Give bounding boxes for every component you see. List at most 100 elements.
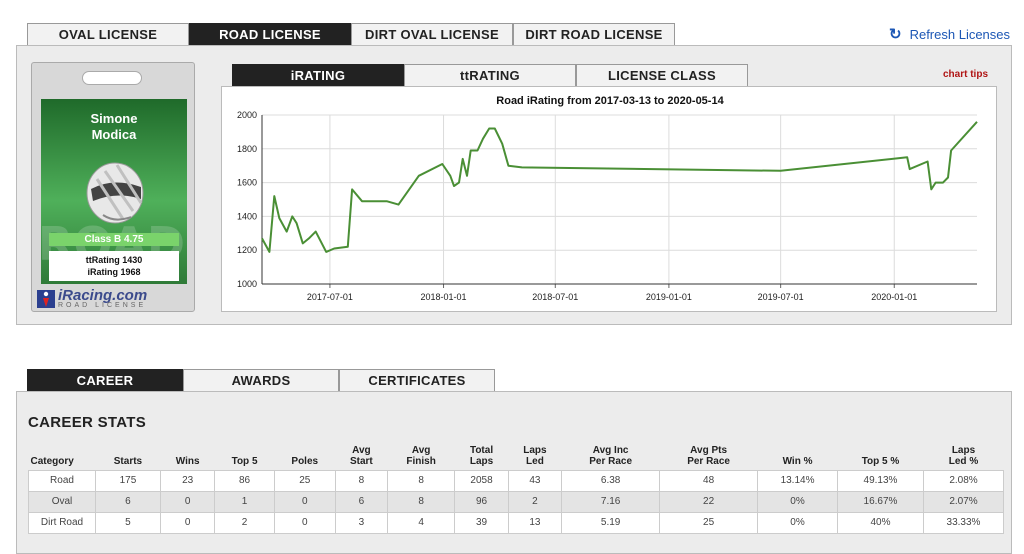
license-tabs: OVAL LICENSE ROAD LICENSE DIRT OVAL LICE… [27, 23, 675, 45]
tab-irating[interactable]: iRATING [232, 64, 404, 86]
table-cell: 6.38 [561, 469, 661, 492]
career-panel: CAREER STATS Category Starts Wins Top 5 Pole… [16, 391, 1012, 554]
table-cell: 7.16 [561, 490, 661, 513]
table-header-row: Category Starts Wins Top 5 Poles Avg Start Avg F… [29, 442, 1004, 470]
x-tick-label: 2017-07-01 [307, 292, 353, 302]
table-cell: 0 [159, 511, 216, 534]
card-ratings: ttRating 1430 iRating 1968 [49, 251, 179, 281]
column-header: Avg Start [349, 444, 373, 467]
table-cell: 2.08% [923, 469, 1004, 492]
column-header: Laps Led % [948, 444, 979, 467]
tab-certificates[interactable]: CERTIFICATES [339, 369, 495, 391]
column-header: Total Laps [469, 444, 494, 467]
table-cell: 13.14% [757, 469, 838, 492]
table-cell: 2.07% [923, 490, 1004, 513]
license-class-bar: Class B 4.75 [49, 233, 179, 246]
career-stats-title: CAREER STATS [28, 414, 147, 431]
table-cell: 25 [273, 469, 336, 492]
table-cell: 6 [334, 490, 388, 513]
x-tick-label: 2019-01-01 [646, 292, 692, 302]
table-cell: 8 [386, 490, 456, 513]
table-cell: 39 [454, 511, 509, 534]
tab-career[interactable]: CAREER [27, 369, 183, 391]
table-cell: Dirt Road [28, 511, 96, 534]
tab-dirt-oval-license[interactable]: DIRT OVAL LICENSE [351, 23, 513, 45]
table-cell: 1 [214, 490, 275, 513]
card-face: ROAD Simone Modica Class B 4.75 ttRating… [38, 99, 187, 284]
column-header: Win % [782, 455, 813, 467]
table-cell: 2 [507, 490, 563, 513]
table-cell: 16.67% [836, 490, 925, 513]
card-slot [82, 71, 142, 85]
tab-ttrating[interactable]: ttRATING [404, 64, 576, 86]
tab-awards[interactable]: AWARDS [183, 369, 339, 391]
table-cell: 96 [454, 490, 509, 513]
table-row: Dirt Road 5 0 2 0 3 4 39 13 5.19 25 0% 40% 33.33% [28, 511, 1004, 534]
driver-last-name: Modica [91, 127, 137, 142]
table-cell: 22 [659, 490, 759, 513]
table-cell: 175 [95, 469, 161, 492]
x-tick-label: 2020-01-01 [871, 292, 917, 302]
table-cell: 0 [159, 490, 216, 513]
tab-road-license[interactable]: ROAD LICENSE [189, 23, 351, 45]
column-header: Starts [113, 455, 143, 467]
logo-text: iRacing.com [58, 286, 148, 304]
license-card: ROAD Simone Modica Class B 4.75 ttRating… [31, 62, 195, 312]
i-rating-text: iRating 1968 [87, 267, 141, 277]
table-row: Oval 6 0 1 0 6 8 96 2 7.16 22 0% 16.67% 2.07% [28, 490, 1004, 513]
driver-first-name: Simone [90, 111, 138, 126]
table-cell: 8 [386, 469, 456, 492]
table-cell: 43 [507, 469, 563, 492]
table-cell: Road [28, 469, 96, 492]
table-cell: 2058 [454, 469, 509, 492]
column-header: Laps Led [523, 444, 547, 467]
table-cell: 5 [95, 511, 161, 534]
x-tick-label: 2019-07-01 [758, 292, 804, 302]
irating-chart: Road iRating from 2017-03-13 to 2020-05-… [221, 86, 997, 312]
column-header: Top 5 % [861, 455, 900, 467]
refresh-label: Refresh Licenses [909, 27, 1011, 42]
y-tick-label: 1200 [237, 245, 257, 255]
table-cell: 5.19 [561, 511, 661, 534]
logo-subtext: ROAD LICENSE [58, 301, 147, 309]
career-tabs: CAREER AWARDS CERTIFICATES [27, 369, 495, 391]
table-row: Road 175 23 86 25 8 8 2058 43 6.38 48 13.14% 49.13% 2… [28, 469, 1004, 492]
table-cell: 0% [757, 511, 838, 534]
table-cell: 0% [757, 490, 838, 513]
refresh-licenses-link[interactable]: ↻ Refresh Licenses [889, 27, 1010, 42]
chart-title: Road iRating from 2017-03-13 to 2020-05-… [496, 95, 724, 107]
table-cell: 33.33% [923, 511, 1004, 534]
table-cell: 3 [334, 511, 388, 534]
iracing-logo: iRacing.com ROAD LICENSE [37, 287, 191, 311]
column-header: Avg Inc Per Race [589, 444, 633, 467]
tab-dirt-road-license[interactable]: DIRT ROAD LICENSE [513, 23, 675, 45]
x-tick-label: 2018-01-01 [421, 292, 467, 302]
tab-license-class[interactable]: LICENSE CLASS [576, 64, 748, 86]
table-cell: 49.13% [836, 469, 925, 492]
column-header: Poles [291, 455, 319, 467]
tt-rating-text: ttRating 1430 [85, 255, 143, 265]
x-tick-label: 2018-07-01 [532, 292, 578, 302]
column-header: Wins [175, 455, 200, 467]
chart-tabs: iRATING ttRATING LICENSE CLASS [232, 64, 748, 86]
table-cell: Oval [28, 490, 96, 513]
tab-oval-license[interactable]: OVAL LICENSE [27, 23, 189, 45]
y-tick-label: 1400 [237, 211, 257, 221]
table-cell: 48 [659, 469, 759, 492]
table-cell: 86 [214, 469, 275, 492]
table-cell: 6 [95, 490, 161, 513]
y-tick-label: 1800 [237, 144, 257, 154]
chart-plot: 1000 1200 1400 1600 1800 2000 2017-07-01 2018-0… [237, 110, 978, 302]
column-header: Avg Pts Per Race [687, 444, 730, 467]
y-tick-label: 1000 [237, 279, 257, 289]
iracing-logo-icon [37, 290, 55, 308]
column-header: Top 5 [231, 455, 258, 467]
table-cell: 40% [836, 511, 925, 534]
column-header: Category [30, 455, 74, 467]
irating-series-line [261, 121, 978, 253]
refresh-icon: ↻ [889, 26, 902, 43]
table-cell: 23 [159, 469, 216, 492]
chart-tips-link[interactable]: chart tips [943, 69, 989, 80]
license-panel: ROAD Simone Modica Class B 4.75 ttRating… [16, 45, 1012, 325]
career-stats-table: Category Starts Wins Top 5 Poles Avg Start Avg F… [28, 442, 1004, 534]
